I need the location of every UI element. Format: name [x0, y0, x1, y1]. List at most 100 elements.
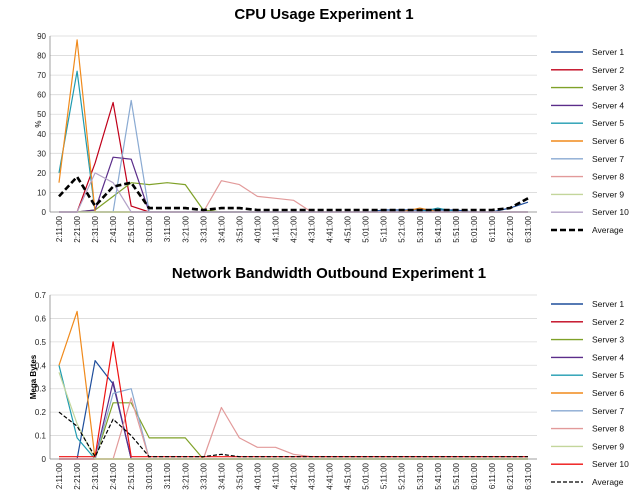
x-tick-label: 2:51:00 [127, 215, 136, 242]
chart-title: CPU Usage Experiment 1 [234, 6, 413, 23]
x-tick-label: 4:21:00 [290, 215, 299, 242]
x-tick-label: 3:41:00 [217, 462, 226, 489]
y-tick-label: 10 [37, 188, 46, 197]
chart-1: CPU Usage Experiment 1% 0 10 20 30 40 50 60 70 80… [34, 6, 629, 243]
y-tick-label: 80 [37, 52, 46, 61]
x-tick-label: 3:31:00 [199, 462, 208, 489]
series-line-server-6 [58, 39, 528, 213]
legend-label: Server 5 [592, 370, 624, 380]
x-tick-label: 2:31:00 [91, 462, 100, 489]
x-tick-label: 6:11:00 [488, 462, 497, 489]
chart-title: Network Bandwidth Outbound Experiment 1 [172, 265, 486, 282]
x-tick-label: 4:21:00 [290, 462, 299, 489]
x-tick-label: 3:21:00 [181, 215, 190, 242]
legend-label: Server 4 [592, 100, 624, 110]
x-tick-label: 4:01:00 [253, 462, 262, 489]
y-tick-label: 0.7 [35, 291, 47, 300]
x-tick-label: 6:01:00 [470, 462, 479, 489]
x-tick-label: 6:31:00 [524, 462, 533, 489]
x-tick-label: 5:51:00 [452, 462, 461, 489]
y-tick-label: 0.5 [35, 338, 47, 347]
x-tick-label: 2:21:00 [73, 215, 82, 242]
series-line-server-10 [59, 172, 528, 213]
x-tick-label: 4:51:00 [344, 215, 353, 242]
legend-label: Server 7 [592, 154, 624, 164]
x-tick-label: 6:21:00 [506, 215, 515, 242]
x-tick-label: 4:41:00 [326, 462, 335, 489]
series-line-average [58, 175, 529, 212]
x-tick-label: 4:11:00 [271, 215, 280, 242]
y-axis-label: % [34, 120, 43, 127]
x-tick-label: 5:31:00 [416, 215, 425, 242]
y-tick-label: 60 [37, 91, 46, 100]
legend-label: Server 10 [592, 207, 629, 217]
y-tick-label: 0 [42, 455, 47, 464]
x-tick-label: 2:11:00 [55, 215, 64, 242]
series-line-server-2 [59, 101, 528, 213]
x-tick-label: 3:11:00 [163, 462, 172, 489]
y-tick-label: 0.6 [35, 314, 47, 323]
y-axis-label: Mega Bytes [29, 354, 38, 399]
x-tick-label: 3:01:00 [145, 215, 154, 242]
x-tick-label: 5:01:00 [362, 215, 371, 242]
y-tick-label: 0.3 [35, 385, 47, 394]
x-tick-label: 4:51:00 [344, 462, 353, 489]
y-tick-label: 0.2 [35, 408, 47, 417]
x-tick-label: 3:51:00 [235, 462, 244, 489]
x-tick-label: 3:01:00 [145, 462, 154, 489]
legend-label: Server 7 [592, 406, 624, 416]
x-tick-label: 2:11:00 [55, 462, 64, 489]
y-tick-label: 90 [37, 32, 46, 41]
legend-label: Server 3 [592, 335, 624, 345]
x-tick-label: 2:41:00 [109, 462, 118, 489]
legend-label: Server 8 [592, 424, 624, 434]
x-tick-label: 5:51:00 [452, 215, 461, 242]
legend-label: Server 4 [592, 352, 624, 362]
x-tick-label: 2:21:00 [73, 462, 82, 489]
x-tick-label: 5:11:00 [380, 462, 389, 489]
x-tick-label: 6:31:00 [524, 215, 533, 242]
series-line-average [58, 411, 528, 458]
series-line-server-10 [59, 341, 528, 458]
x-tick-label: 2:31:00 [91, 215, 100, 242]
y-tick-label: 40 [37, 130, 46, 139]
x-tick-label: 6:21:00 [506, 462, 515, 489]
legend-label: Average [592, 477, 624, 487]
x-tick-label: 6:11:00 [488, 215, 497, 242]
y-tick-label: 0.4 [35, 361, 47, 370]
y-tick-label: 20 [37, 169, 46, 178]
series-line-server-6 [58, 310, 528, 460]
x-tick-label: 2:51:00 [127, 462, 136, 489]
x-tick-label: 4:41:00 [326, 215, 335, 242]
x-tick-label: 5:41:00 [434, 215, 443, 242]
legend-label: Server 1 [592, 47, 624, 57]
y-tick-label: 30 [37, 149, 46, 158]
legend-label: Average [592, 225, 624, 235]
y-tick-label: 70 [37, 71, 46, 80]
x-tick-label: 4:11:00 [271, 462, 280, 489]
x-tick-label: 4:31:00 [308, 215, 317, 242]
y-tick-label: 50 [37, 110, 46, 119]
x-tick-label: 5:11:00 [380, 215, 389, 242]
legend-label: Server 6 [592, 136, 624, 146]
x-tick-label: 5:21:00 [398, 215, 407, 242]
chart-2: Network Bandwidth Outbound Experiment 1 M… [29, 265, 629, 490]
legend-label: Server 6 [592, 388, 624, 398]
x-tick-label: 5:01:00 [362, 462, 371, 489]
y-tick-label: 0.1 [35, 432, 47, 441]
legend-label: Server 9 [592, 189, 624, 199]
legend-label: Server 1 [592, 299, 624, 309]
legend-label: Server 10 [592, 459, 629, 469]
x-tick-label: 2:41:00 [109, 215, 118, 242]
legend-label: Server 9 [592, 441, 624, 451]
x-tick-label: 5:31:00 [416, 462, 425, 489]
legend-label: Server 2 [592, 317, 624, 327]
x-tick-label: 3:21:00 [181, 462, 190, 489]
legend-label: Server 3 [592, 83, 624, 93]
x-tick-label: 4:01:00 [253, 215, 262, 242]
series-line-server-9 [58, 372, 528, 460]
x-tick-label: 5:21:00 [398, 462, 407, 489]
series-line-server-5 [58, 70, 528, 213]
x-tick-label: 5:41:00 [434, 462, 443, 489]
